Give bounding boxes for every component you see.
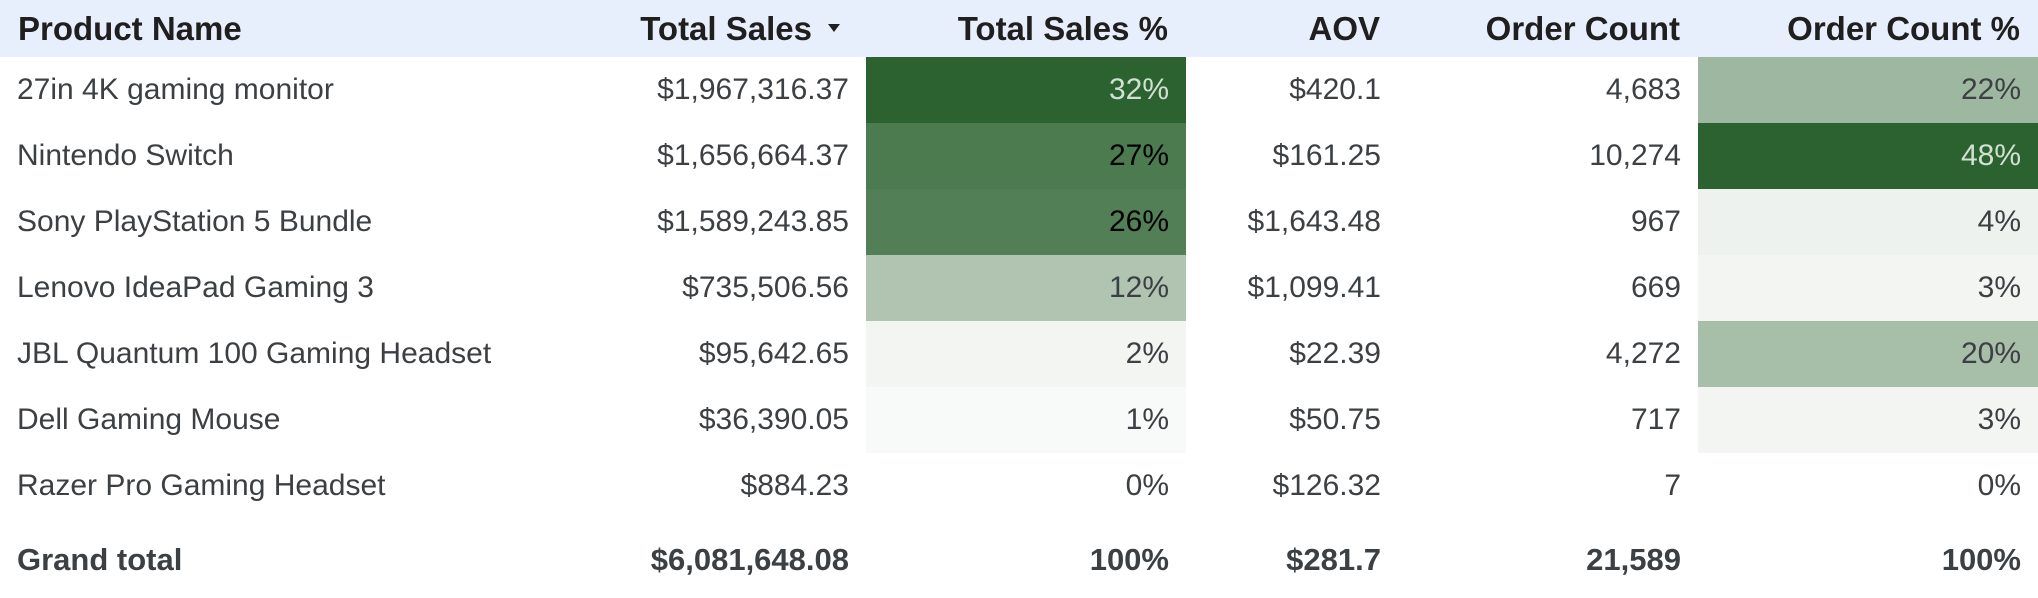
grand-total-row: Grand total $6,081,648.08 100% $281.7 21… [0, 519, 2038, 595]
product-name-cell: Lenovo IdeaPad Gaming 3 [17, 271, 374, 304]
total-sales-cell: $884.23 [740, 469, 849, 502]
grand-total-aov: $281.7 [1286, 542, 1381, 577]
column-header-total-sales-pct[interactable]: Total Sales % [957, 9, 1168, 47]
aov-cell: $161.25 [1272, 139, 1381, 172]
column-header-order-count[interactable]: Order Count [1485, 9, 1680, 47]
order-count-cell: 669 [1630, 271, 1681, 304]
total-sales-cell: $1,967,316.37 [657, 73, 849, 106]
total-sales-cell: $95,642.65 [698, 337, 849, 370]
aov-cell: $420.1 [1289, 73, 1381, 106]
order-count-cell: 4,272 [1605, 337, 1681, 370]
header-row: Product Name Total Sales Total Sales % A… [0, 0, 2038, 57]
table-row[interactable]: Nintendo Switch $1,656,664.37 27% $161.25 10… [0, 123, 2038, 189]
total-sales-pct-cell: 1% [866, 387, 1186, 453]
grand-total-label: Grand total [17, 542, 183, 577]
aov-cell: $1,643.48 [1247, 205, 1381, 238]
product-name-cell: Sony PlayStation 5 Bundle [17, 205, 373, 238]
order-count-cell: 967 [1630, 205, 1681, 238]
order-count-pct-cell: 0% [1698, 453, 2038, 519]
table-row[interactable]: JBL Quantum 100 Gaming Headset $95,642.65… [0, 321, 2038, 387]
product-name-cell: Razer Pro Gaming Headset [17, 469, 386, 502]
aov-cell: $22.39 [1289, 337, 1381, 370]
total-sales-pct-cell: 12% [866, 255, 1186, 321]
total-sales-cell: $1,589,243.85 [657, 205, 849, 238]
column-header-total-sales-label: Total Sales [640, 9, 812, 47]
product-name-cell: Dell Gaming Mouse [17, 403, 281, 436]
order-count-pct-cell: 3% [1698, 387, 2038, 453]
table-row[interactable]: Dell Gaming Mouse $36,390.05 1% $50.75 717 3% [0, 387, 2038, 453]
order-count-pct-cell: 4% [1698, 189, 2038, 255]
total-sales-pct-cell: 32% [866, 57, 1186, 123]
total-sales-cell: $36,390.05 [698, 403, 849, 436]
product-name-cell: 27in 4K gaming monitor [17, 73, 334, 106]
grand-total-order-count: 21,589 [1586, 542, 1681, 577]
table-row[interactable]: Lenovo IdeaPad Gaming 3 $735,506.56 12% $1,… [0, 255, 2038, 321]
column-header-order-count-pct[interactable]: Order Count % [1787, 9, 2020, 47]
order-count-pct-cell: 20% [1698, 321, 2038, 387]
total-sales-cell: $1,656,664.37 [657, 139, 849, 172]
aov-cell: $50.75 [1289, 403, 1381, 436]
order-count-pct-cell: 48% [1698, 123, 2038, 189]
aov-cell: $126.32 [1272, 469, 1381, 502]
column-header-aov[interactable]: AOV [1308, 9, 1380, 47]
order-count-cell: 10,274 [1589, 139, 1681, 172]
order-count-cell: 4,683 [1605, 73, 1681, 106]
total-sales-pct-cell: 0% [866, 453, 1186, 519]
order-count-pct-cell: 3% [1698, 255, 2038, 321]
product-name-cell: Nintendo Switch [17, 139, 234, 172]
total-sales-pct-cell: 2% [866, 321, 1186, 387]
order-count-cell: 7 [1664, 469, 1681, 502]
order-count-cell: 717 [1630, 403, 1681, 436]
total-sales-cell: $735,506.56 [682, 271, 849, 304]
table-row[interactable]: 27in 4K gaming monitor $1,967,316.37 32% $4… [0, 57, 2038, 123]
grand-total-total-sales: $6,081,648.08 [650, 542, 849, 577]
table-body: 27in 4K gaming monitor $1,967,316.37 32% $4… [0, 57, 2038, 595]
grand-total-order-count-pct: 100% [1941, 542, 2021, 577]
column-header-product-name[interactable]: Product Name [18, 9, 242, 47]
table-row[interactable]: Razer Pro Gaming Headset $884.23 0% $126.32… [0, 453, 2038, 519]
total-sales-pct-cell: 26% [866, 189, 1186, 255]
total-sales-pct-cell: 27% [866, 123, 1186, 189]
order-count-pct-cell: 22% [1698, 57, 2038, 123]
product-name-cell: JBL Quantum 100 Gaming Headset [17, 337, 492, 370]
aov-cell: $1,099.41 [1247, 271, 1381, 304]
sort-descending-icon[interactable] [828, 23, 840, 32]
table-row[interactable]: Sony PlayStation 5 Bundle $1,589,243.85 26… [0, 189, 2038, 255]
grand-total-total-sales-pct: 100% [1089, 542, 1169, 577]
column-header-total-sales[interactable]: Total Sales [608, 0, 866, 57]
